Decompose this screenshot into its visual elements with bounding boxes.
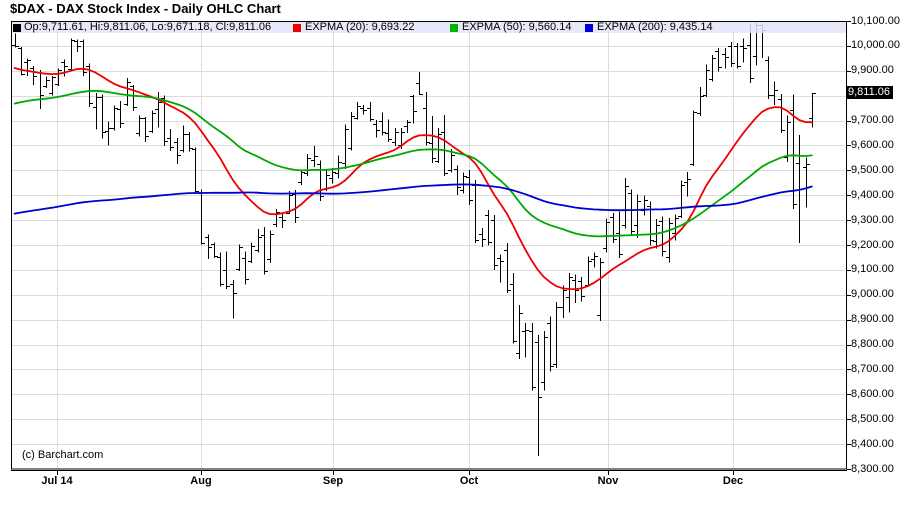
y-axis-label: 9,000.00 [851,288,894,301]
y-axis-label: 9,300.00 [851,213,894,226]
legend-label-ema20: EXPMA (20): 9,693.22 [305,21,415,33]
x-axis-label: Aug [190,475,212,487]
plot-border [11,21,847,470]
x-axis-label: Sep [322,475,344,487]
y-axis-label: 10,000.00 [851,39,900,52]
y-axis-label: 8,600.00 [851,387,894,400]
ema20-swatch-icon [293,23,301,32]
ema50-swatch-icon [450,23,458,32]
legend-label-ohlc: Op:9,711.61, Hi:9,811.06, Lo:9,671.18, C… [24,21,272,33]
ema-line-200 [13,183,813,215]
x-axis-label: Dec [722,475,744,487]
y-axis-label: 9,600.00 [851,138,894,151]
y-axis-label: 8,300.00 [851,462,894,475]
ema-line-20 [13,67,813,290]
legend-label-ema200: EXPMA (200): 9,435.14 [597,21,713,33]
x-axis-label: Jul 14 [41,475,73,487]
last-price-value: 9,811.06 [848,86,891,99]
y-axis-label: 9,200.00 [851,238,894,251]
y-axis-label: 8,900.00 [851,313,894,326]
ema-line-50 [13,89,813,238]
y-axis-label: 8,800.00 [851,338,894,351]
y-axis-label: 9,900.00 [851,64,894,77]
chart-title: $DAX - DAX Stock Index - Daily OHLC Char… [10,1,281,16]
x-axis-label: Oct [459,475,479,487]
y-axis-label: 9,400.00 [851,188,894,201]
y-axis-label: 9,500.00 [851,163,894,176]
y-axis-label: 8,500.00 [851,412,894,425]
y-axis-label: 8,700.00 [851,362,894,375]
y-axis-label: 8,400.00 [851,437,894,450]
last-price-tag: 9,811.06 [846,86,893,100]
y-axis-label: 10,100.00 [851,14,900,27]
legend-bar: Op:9,711.61, Hi:9,811.06, Lo:9,671.18, C… [12,21,846,33]
watermark-barchart: (c) Barchart.com [22,449,104,461]
ohlc-swatch-icon [13,23,21,32]
y-axis-label: 9,700.00 [851,114,894,127]
y-axis-label: 9,100.00 [851,263,894,276]
x-axis-label: Nov [597,475,619,487]
legend-label-ema50: EXPMA (50): 9,560.14 [462,21,572,33]
ema200-swatch-icon [585,23,593,32]
